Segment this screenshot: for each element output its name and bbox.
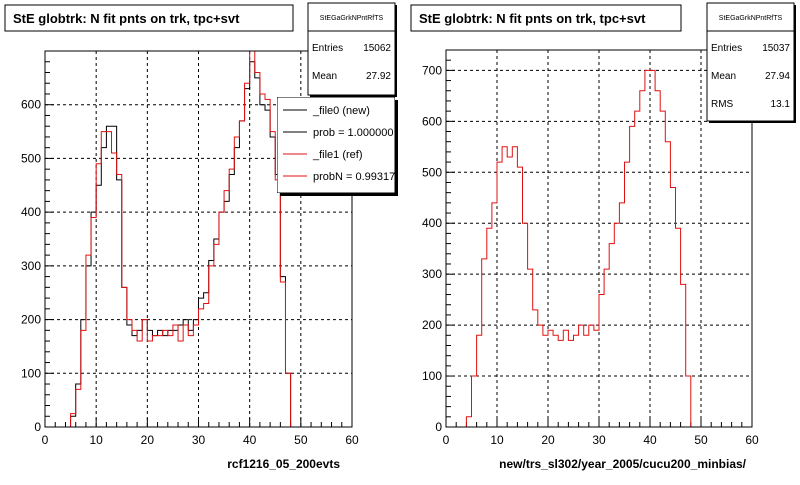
stats-value: 27.92 xyxy=(366,71,391,82)
y-tick-label: 300 xyxy=(422,267,442,281)
y-tick-label: 600 xyxy=(21,98,41,112)
stats-label: RMS xyxy=(711,99,734,110)
x-tick-label: 50 xyxy=(294,433,308,447)
y-tick-label: 300 xyxy=(21,259,41,273)
y-tick-label: 400 xyxy=(21,205,41,219)
histogram-series-2 xyxy=(45,50,301,428)
x-axis-label: new/trs_sl302/year_2005/cucu200_minbias/ xyxy=(499,457,746,471)
x-tick-label: 60 xyxy=(345,433,359,447)
stats-value: 15062 xyxy=(363,43,391,54)
x-tick-label: 20 xyxy=(141,433,155,447)
title-box xyxy=(410,4,682,32)
stats-label: Entries xyxy=(711,43,742,54)
stats-value: 15037 xyxy=(762,43,790,54)
y-tick-label: 600 xyxy=(422,114,442,128)
y-tick-label: 0 xyxy=(34,420,41,434)
stats-box-name: StEGaGrkNPntRfTS xyxy=(719,15,783,22)
chart-title: StE globtrk: N fit pnts on trk, tpc+svt xyxy=(419,11,646,26)
x-tick-label: 0 xyxy=(443,433,450,447)
stats-label: Mean xyxy=(711,71,736,82)
x-tick-label: 30 xyxy=(592,433,606,447)
y-tick-label: 100 xyxy=(21,366,41,380)
x-tick-label: 20 xyxy=(541,433,555,447)
x-axis-label: rcf1216_05_200evts xyxy=(227,457,340,471)
y-tick-label: 700 xyxy=(422,63,442,77)
stats-box-name: StEGaGrkNPntRfTS xyxy=(320,15,384,22)
legend-label: _file0 (new) xyxy=(312,105,370,117)
x-tick-label: 10 xyxy=(89,433,103,447)
legend-label: prob = 1.000000 xyxy=(313,127,393,139)
legend-label: _file1 (ref) xyxy=(312,149,363,161)
stats-value: 27.94 xyxy=(765,71,790,82)
y-tick-label: 100 xyxy=(422,369,442,383)
y-tick-label: 500 xyxy=(21,151,41,165)
histogram-series-1 xyxy=(446,69,701,428)
stats-label: Entries xyxy=(312,43,343,54)
y-tick-label: 0 xyxy=(435,420,442,434)
x-tick-label: 60 xyxy=(745,433,759,447)
stats-label: Mean xyxy=(312,71,337,82)
x-tick-label: 30 xyxy=(192,433,206,447)
stats-value: 13.1 xyxy=(771,99,791,110)
x-tick-label: 10 xyxy=(490,433,504,447)
x-tick-label: 0 xyxy=(42,433,49,447)
y-tick-label: 400 xyxy=(422,216,442,230)
plot-frame-border xyxy=(44,50,353,428)
x-tick-label: 50 xyxy=(694,433,708,447)
title-box xyxy=(4,4,294,32)
y-tick-label: 200 xyxy=(21,313,41,327)
chart-title: StE globtrk: N fit pnts on trk, tpc+svt xyxy=(13,11,240,26)
legend: _file0 (new) prob = 1.000000 _file1 (ref) p… xyxy=(277,97,395,193)
stats-box xyxy=(307,2,396,96)
x-tick-label: 40 xyxy=(243,433,257,447)
stats-box xyxy=(706,2,795,122)
y-tick-label: 500 xyxy=(422,165,442,179)
legend-box xyxy=(277,97,395,193)
y-tick-label: 200 xyxy=(422,318,442,332)
plot-frame-border xyxy=(445,49,753,428)
x-tick-label: 40 xyxy=(643,433,657,447)
legend-label: probN = 0.99317 xyxy=(313,171,395,183)
